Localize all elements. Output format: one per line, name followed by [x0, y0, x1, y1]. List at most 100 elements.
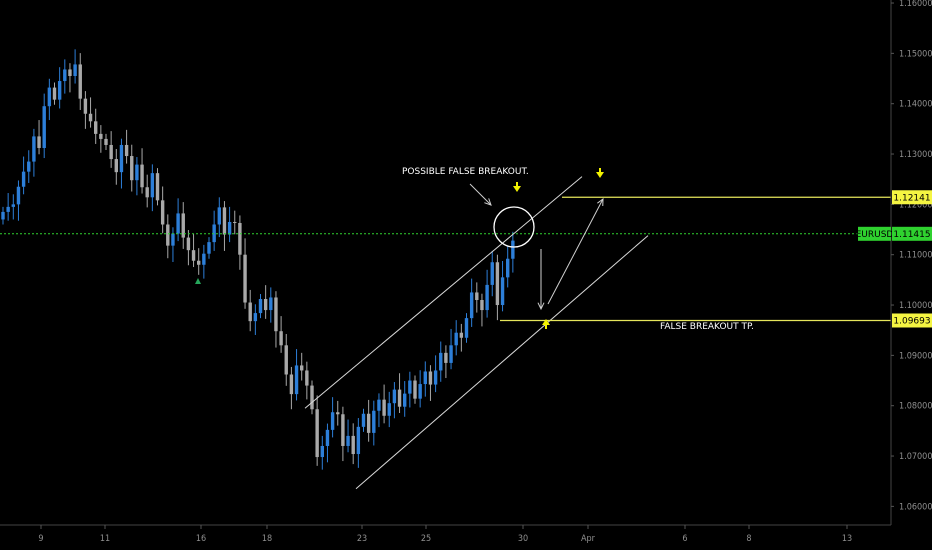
- signal-arrow-down: [513, 182, 521, 192]
- candle-body: [155, 173, 160, 201]
- candle: [490, 250, 494, 297]
- candle-body: [372, 410, 376, 433]
- candle-body: [176, 213, 180, 234]
- target-arrow-down: [596, 168, 604, 178]
- candle: [52, 82, 57, 105]
- candle-body: [11, 204, 15, 207]
- candle: [207, 237, 211, 259]
- symbol-tag-text: EURUSD: [856, 230, 894, 240]
- candle-body: [289, 374, 294, 395]
- candle: [47, 78, 52, 121]
- candle: [439, 341, 443, 382]
- candle: [166, 214, 170, 259]
- candle-body: [366, 413, 371, 433]
- candle: [73, 49, 77, 84]
- candle-body: [454, 332, 458, 346]
- candle-body: [94, 121, 98, 134]
- candle-body: [248, 302, 252, 322]
- candle: [444, 345, 448, 379]
- candle: [403, 381, 407, 417]
- candle-body: [500, 277, 505, 306]
- candle-body: [459, 332, 464, 338]
- candle-body: [490, 262, 494, 285]
- candle: [300, 352, 304, 381]
- candle: [145, 174, 149, 208]
- candle: [258, 293, 263, 319]
- candle: [212, 210, 216, 251]
- candle: [42, 93, 46, 159]
- time-tick-label: 23: [357, 534, 367, 544]
- candle: [11, 194, 15, 220]
- candle-body: [341, 414, 345, 446]
- candle: [37, 120, 41, 155]
- candle: [464, 313, 469, 343]
- candle-body: [423, 371, 427, 385]
- candle-body: [377, 399, 381, 411]
- candle-body: [310, 385, 314, 410]
- candle: [408, 371, 412, 408]
- candle: [428, 365, 433, 401]
- candle-body: [47, 87, 52, 107]
- candle: [1, 206, 5, 225]
- arrow-shaft: [547, 198, 604, 305]
- candle-body: [16, 186, 21, 205]
- candle: [506, 246, 510, 288]
- candle: [480, 293, 484, 327]
- candle-body: [124, 144, 129, 157]
- candle: [330, 397, 335, 438]
- candle: [454, 320, 458, 356]
- candle: [202, 244, 206, 279]
- candle: [377, 393, 381, 428]
- arrow-shaft: [469, 183, 492, 206]
- candle-body: [238, 222, 242, 255]
- candle: [325, 423, 330, 463]
- price-tick-label: 1.08000: [899, 402, 932, 412]
- candle: [269, 287, 273, 323]
- price-tag-lower: 1.09693: [892, 313, 932, 328]
- candle-body: [387, 403, 391, 416]
- candle-body: [279, 331, 283, 346]
- candle: [109, 131, 113, 168]
- arrow-head: [597, 197, 604, 207]
- candle-body: [202, 253, 206, 265]
- candle-body: [325, 429, 330, 446]
- candle: [181, 202, 185, 249]
- candle-body: [73, 64, 77, 77]
- time-axis[interactable]: 9 11 16 18 23 25 30 Apr 6 8 13: [38, 525, 852, 544]
- candle-body: [166, 224, 170, 246]
- candle: [155, 168, 160, 206]
- time-tick-label: 11: [100, 534, 110, 544]
- candle: [248, 289, 252, 332]
- price-tick-label: 1.06000: [899, 502, 932, 512]
- price-axis[interactable]: 1.06000 1.07000 1.08000 1.09000 1.10000 1.110…: [891, 0, 932, 512]
- candle: [135, 157, 139, 196]
- label-pointer-arrow: [469, 183, 492, 206]
- candle: [320, 435, 324, 470]
- candle: [227, 206, 232, 243]
- price-tags: 1.12141 1.09693 EURUSD 1.11415: [856, 190, 932, 328]
- candle: [279, 316, 283, 353]
- candle: [382, 384, 386, 424]
- price-tick-label: 1.16000: [899, 0, 932, 9]
- price-tick-label: 1.12000: [899, 200, 932, 210]
- candle-body: [392, 389, 397, 404]
- candle-body: [413, 380, 417, 399]
- candles-layer: [1, 49, 515, 470]
- candle: [27, 150, 31, 183]
- candle: [336, 400, 340, 426]
- price-tick-label: 1.15000: [899, 49, 932, 59]
- candle-body: [171, 233, 175, 246]
- price-tag-lower-bg: [892, 313, 932, 328]
- candle-body: [480, 300, 484, 311]
- candle-body: [294, 365, 299, 395]
- time-tick-label: 13: [842, 534, 852, 544]
- candle-body: [469, 292, 474, 319]
- candle: [78, 53, 82, 110]
- time-tick-label: 6: [682, 534, 687, 544]
- current-price-tag: 1.11415: [892, 226, 932, 241]
- candle-body: [495, 262, 500, 306]
- time-tick-label: 9: [38, 534, 43, 544]
- candle-body: [475, 292, 479, 300]
- current-price-tag-bg: [892, 226, 932, 241]
